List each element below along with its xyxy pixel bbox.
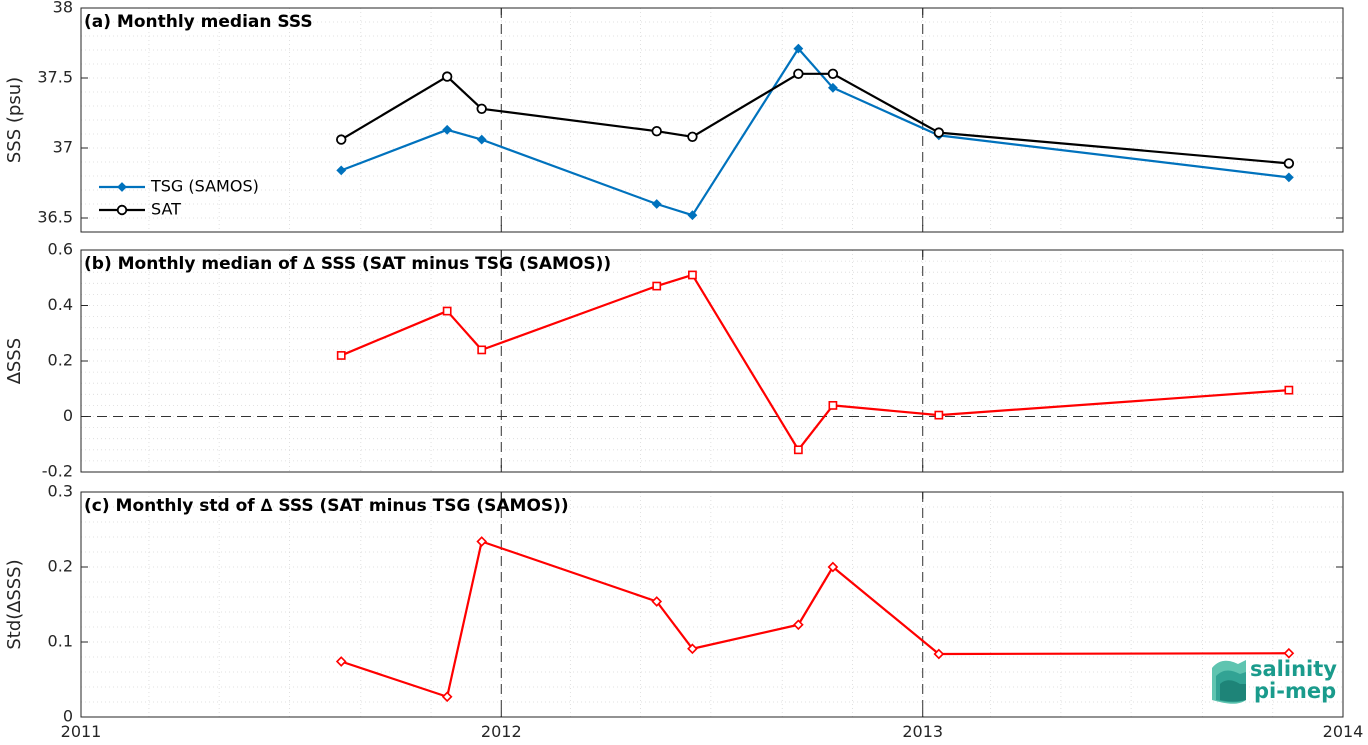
x-tick-label: 2012 [481,722,522,741]
y-tick-label: 0.6 [48,240,73,259]
panel-title: (c) Monthly std of ∆ SSS (SAT minus TSG … [84,496,569,516]
data-point [651,596,663,607]
y-tick-label: 0.1 [48,632,73,651]
data-point [336,134,347,145]
data-point [827,68,839,80]
logo-line1: salinity [1250,657,1337,681]
data-point [793,619,804,631]
data-point [476,134,487,145]
axes-frame [80,249,1344,473]
data-point [336,165,347,176]
x-tick-label: 2013 [902,722,943,741]
data-point [441,71,453,82]
chart-panel-2: -0.2 0 0.2 0.4 0.6 ∆SSS (b) Monthly median of … [4,240,1344,481]
y-tick-label: 0.3 [48,482,73,501]
y-tick-label: 0.4 [48,295,73,314]
y-tick-label: 37 [53,138,73,157]
data-point [335,656,347,667]
data-point [652,281,662,291]
plot-area [81,250,1343,472]
data-point [651,199,662,209]
data-point [1283,647,1295,659]
y-tick-label: 38 [53,0,73,17]
legend-label: TSG (SAMOS) [150,177,259,196]
logo-line2: pi-mep [1254,679,1336,703]
panel-title: (b) Monthly median of ∆ SSS (SAT minus T… [84,254,611,274]
data-point [687,131,698,143]
data-point [117,182,127,192]
chart-panel-1: 36.5 37 37.5 38 SSS (psu) (a) Monthly median … [4,0,1344,233]
series-1 [336,43,1294,221]
legend: TSG (SAMOS) SAT [99,177,259,219]
chart-panel-3: 0 0.1 0.2 0.3 Std(∆SSS) (c) Monthly std of ∆ … [4,482,1363,742]
plot-area [81,492,1343,717]
data-point [827,561,839,573]
y-axis-label: Std(∆SSS) [4,559,25,649]
data-point [934,410,944,420]
data-point [1283,172,1294,183]
data-point [651,125,662,137]
panels: 36.5 37 37.5 38 SSS (psu) (a) Monthly median … [4,0,1363,741]
logo-wave-icon [1212,660,1246,704]
y-tick-label: 37.5 [37,68,73,87]
axes-frame [80,7,1344,233]
data-point [687,210,698,221]
salinity-pi-mep-logo: salinity pi-mep [1212,657,1337,704]
data-point [442,124,453,135]
y-tick-label: 0 [63,406,73,425]
data-point [1284,385,1294,395]
plot-area [81,8,1343,232]
x-tick-label: 2011 [61,722,102,741]
data-point [441,691,453,703]
data-point [476,536,488,547]
y-axis-label: SSS (psu) [4,77,25,163]
y-tick-label: 0.2 [48,557,73,576]
series-2 [336,68,1295,169]
y-tick-label: 0 [63,707,73,726]
data-point [793,445,803,455]
y-tick-label: -0.2 [42,462,73,481]
data-point [687,643,698,655]
data-point [477,345,487,355]
data-point [793,43,804,54]
data-point [1283,158,1295,169]
data-point [336,351,346,360]
data-point [442,306,452,316]
axes-frame [80,491,1344,718]
data-point [933,648,945,660]
panel-title: (a) Monthly median SSS [84,12,313,32]
y-tick-label: 36.5 [37,208,73,227]
data-point [793,68,804,80]
data-point [933,127,945,138]
legend-label: SAT [151,200,181,219]
data-point [827,82,838,93]
data-point [688,270,697,280]
x-tick-label: 2014 [1323,722,1364,741]
y-axis-label: ∆SSS [4,338,25,385]
series-1 [336,270,1294,455]
data-point [116,204,128,216]
data-point [828,400,838,410]
y-tick-label: 0.2 [48,351,73,370]
data-point [476,103,487,115]
series-1 [335,536,1295,703]
